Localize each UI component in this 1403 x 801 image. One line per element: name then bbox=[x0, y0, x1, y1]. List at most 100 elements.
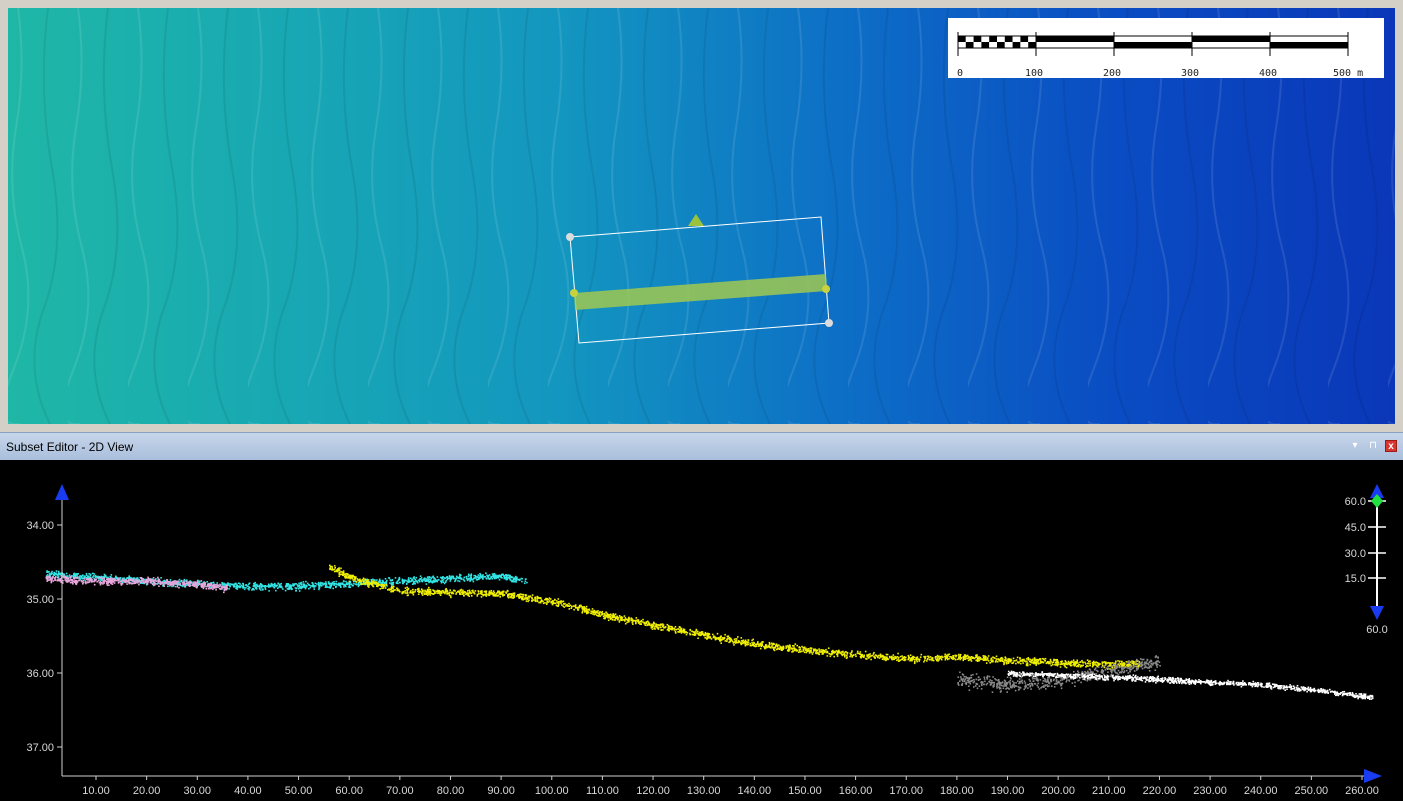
data-point bbox=[425, 583, 428, 585]
selection-midpoint-handle[interactable] bbox=[570, 289, 578, 297]
data-point bbox=[91, 580, 93, 583]
data-point bbox=[1006, 691, 1008, 693]
data-point bbox=[502, 573, 504, 576]
data-point bbox=[793, 648, 796, 650]
data-point bbox=[423, 577, 426, 579]
data-point bbox=[391, 585, 393, 588]
data-point bbox=[1034, 661, 1037, 664]
subset-profile-band[interactable] bbox=[574, 274, 827, 310]
data-point bbox=[934, 656, 937, 659]
data-point bbox=[183, 582, 186, 585]
subset-editor-titlebar[interactable]: Subset Editor - 2D View ▾ ⊓ x bbox=[0, 432, 1403, 460]
data-point bbox=[1096, 664, 1098, 666]
pin-icon[interactable]: ⊓ bbox=[1369, 440, 1377, 451]
data-point bbox=[337, 584, 339, 586]
data-point bbox=[967, 685, 970, 687]
data-point bbox=[817, 652, 820, 655]
data-point bbox=[381, 582, 384, 584]
data-point bbox=[75, 573, 78, 575]
data-point bbox=[211, 582, 213, 584]
data-point bbox=[1003, 662, 1005, 665]
data-point bbox=[691, 633, 694, 636]
subset-2d-plot[interactable]: 10.00 20.00 30.00 40.00 50.00 60.00 70.00 80.00… bbox=[0, 460, 1403, 801]
data-point bbox=[815, 652, 817, 654]
data-point bbox=[866, 654, 868, 656]
data-point bbox=[782, 645, 785, 648]
data-point bbox=[427, 592, 430, 594]
data-point bbox=[567, 604, 569, 607]
data-point bbox=[145, 580, 147, 582]
data-point bbox=[940, 655, 942, 658]
close-icon[interactable]: x bbox=[1385, 440, 1397, 452]
data-point bbox=[886, 653, 889, 656]
data-point bbox=[527, 595, 530, 598]
data-point bbox=[128, 578, 131, 581]
data-point bbox=[1084, 673, 1087, 675]
data-point bbox=[1108, 667, 1110, 670]
selection-corner-handle[interactable] bbox=[566, 233, 574, 241]
data-point bbox=[1091, 661, 1094, 664]
data-point bbox=[759, 643, 762, 646]
data-point bbox=[334, 583, 336, 585]
data-point bbox=[962, 659, 964, 662]
data-point bbox=[805, 647, 807, 650]
data-point bbox=[675, 632, 677, 634]
data-point bbox=[671, 628, 673, 631]
profile-chart[interactable]: 10.00 20.00 30.00 40.00 50.00 60.00 70.00 80.00… bbox=[0, 460, 1403, 801]
data-point bbox=[1065, 666, 1068, 669]
data-point bbox=[88, 581, 90, 583]
data-point bbox=[429, 580, 432, 582]
direction-marker-icon[interactable] bbox=[688, 214, 704, 226]
data-point bbox=[124, 578, 127, 581]
data-point bbox=[512, 594, 514, 597]
data-point bbox=[651, 623, 653, 626]
selection-corner-handle[interactable] bbox=[825, 319, 833, 327]
data-point bbox=[1044, 657, 1047, 660]
data-point bbox=[706, 638, 708, 640]
data-point bbox=[417, 593, 420, 595]
data-point bbox=[1110, 670, 1112, 672]
data-point bbox=[407, 588, 410, 590]
data-point bbox=[505, 591, 507, 593]
data-point bbox=[1109, 668, 1111, 670]
chevron-down-icon[interactable]: ▾ bbox=[1352, 440, 1358, 451]
data-point bbox=[866, 658, 868, 660]
data-point bbox=[693, 631, 695, 633]
data-point bbox=[1021, 660, 1023, 662]
data-point bbox=[430, 577, 433, 579]
data-point bbox=[287, 585, 289, 587]
data-point bbox=[1048, 661, 1051, 663]
data-point bbox=[208, 586, 211, 589]
data-point bbox=[106, 582, 108, 584]
data-point bbox=[366, 582, 369, 584]
data-point bbox=[896, 659, 898, 662]
data-point bbox=[753, 642, 755, 645]
data-point bbox=[452, 575, 455, 578]
data-point bbox=[387, 589, 389, 591]
data-point bbox=[1124, 666, 1127, 669]
selection-midpoint-handle[interactable] bbox=[822, 285, 830, 293]
data-point bbox=[747, 639, 750, 641]
data-point bbox=[424, 593, 427, 595]
data-point bbox=[1005, 661, 1008, 664]
data-point bbox=[998, 680, 1000, 683]
data-point bbox=[178, 582, 180, 584]
data-point bbox=[980, 681, 982, 684]
data-point bbox=[689, 632, 691, 635]
data-point bbox=[64, 576, 66, 579]
data-point bbox=[271, 584, 273, 587]
data-point bbox=[1026, 662, 1029, 664]
data-point bbox=[944, 658, 947, 661]
data-point bbox=[197, 583, 199, 585]
bathymetry-map-view[interactable]: 0 100 200 300 400 500 m bbox=[8, 8, 1395, 424]
data-point bbox=[163, 585, 165, 587]
data-point bbox=[313, 584, 315, 587]
data-point bbox=[1117, 669, 1120, 672]
data-point bbox=[1049, 662, 1051, 665]
data-point bbox=[587, 608, 590, 611]
data-point bbox=[203, 584, 206, 587]
data-point bbox=[141, 577, 143, 580]
data-point bbox=[787, 650, 790, 652]
data-point bbox=[106, 582, 108, 585]
data-point bbox=[339, 583, 342, 585]
